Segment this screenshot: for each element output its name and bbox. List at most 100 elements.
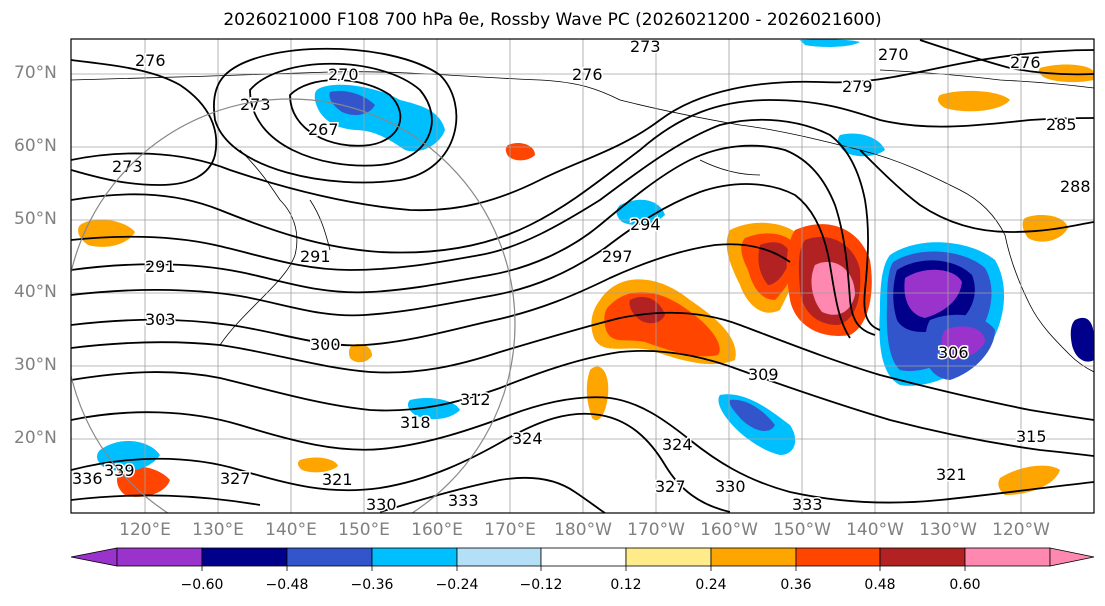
contour-label: 309 — [748, 365, 779, 384]
map-title: 2026021000 F108 700 hPa θe, Rossby Wave … — [223, 10, 882, 30]
contour-label: 291 — [145, 257, 176, 276]
colorbar-segment — [286, 547, 373, 567]
contour-label: 318 — [400, 413, 431, 432]
positive-anomaly-core — [758, 242, 790, 285]
positive-anomaly-region — [348, 344, 372, 363]
contour-label: 315 — [1016, 427, 1047, 446]
contour-label: 276 — [135, 51, 166, 70]
negative-anomaly-peak — [904, 269, 962, 318]
contour-label: 324 — [512, 429, 543, 448]
lat-label: 60°N — [14, 136, 57, 156]
contour-label: 303 — [145, 310, 176, 329]
positive-anomaly-region — [586, 366, 609, 421]
lon-label: 180°W — [554, 520, 612, 540]
colorbar-segment — [371, 547, 458, 567]
colorbar-tick-label: 0.48 — [864, 577, 896, 593]
contour-label: 270 — [878, 45, 909, 64]
lon-label: 150°W — [773, 520, 831, 540]
positive-anomaly-region — [998, 465, 1060, 495]
contour-label: 276 — [572, 65, 603, 84]
colorbar-under-triangle — [70, 547, 118, 567]
negative-anomaly-region — [97, 440, 160, 472]
contour-label: 285 — [1046, 115, 1077, 134]
colorbar-segment — [879, 547, 966, 567]
contour-label: 270 — [328, 65, 359, 84]
contour-label: 330 — [715, 477, 746, 496]
lat-label: 50°N — [14, 209, 57, 229]
contour-label: 288 — [1060, 177, 1091, 196]
contour-label: 306 — [938, 343, 969, 362]
lon-label: 130°W — [919, 520, 977, 540]
lat-label: 20°N — [14, 428, 57, 448]
lon-label: 170°W — [627, 520, 685, 540]
contour-label: 273 — [630, 37, 661, 56]
graticule — [71, 39, 1094, 513]
contour-label: 333 — [792, 495, 823, 514]
contour-label: 324 — [662, 435, 693, 454]
colorbar-tick-label: −0.12 — [519, 577, 563, 593]
lon-label: 120°W — [992, 520, 1050, 540]
positive-anomaly-region — [1022, 215, 1068, 242]
positive-anomaly-region — [1038, 64, 1094, 83]
colorbar-tick-label: −0.36 — [350, 577, 394, 593]
colorbar-segment — [625, 547, 712, 567]
theta-e-contours — [71, 39, 1094, 513]
contour-label: 291 — [300, 247, 331, 266]
negative-anomaly-region — [800, 39, 860, 47]
contour-label: 312 — [460, 390, 491, 409]
map-frame — [70, 38, 1095, 514]
colorbar-tick-label: 0.12 — [610, 577, 642, 593]
lon-label: 170°E — [484, 520, 536, 540]
contour-label: 321 — [936, 465, 967, 484]
lon-label: 130°E — [192, 520, 244, 540]
colorbar-tick-label: −0.48 — [265, 577, 309, 593]
positive-anomaly-region — [117, 466, 170, 497]
colorbar-tick-label: 0.60 — [949, 577, 981, 593]
contour-label: 300 — [310, 335, 341, 354]
negative-anomaly-region — [837, 133, 885, 157]
contour-label: 276 — [1010, 53, 1041, 72]
colorbar-tick-label: 0.36 — [780, 577, 812, 593]
lon-label: 140°E — [265, 520, 317, 540]
colorbar-tick-label: 0.24 — [695, 577, 727, 593]
lat-label: 30°N — [14, 355, 57, 375]
colorbar — [70, 547, 1095, 571]
negative-anomaly-region — [729, 399, 775, 432]
contour-label: 333 — [448, 491, 479, 510]
positive-anomaly-region — [937, 90, 1010, 112]
colorbar-tick-label: −0.24 — [435, 577, 479, 593]
contour-label: 330 — [366, 495, 397, 514]
lon-label: 150°E — [338, 520, 390, 540]
colorbar-segment — [795, 547, 881, 567]
lon-label: 120°E — [119, 520, 171, 540]
contour-label: 336 — [72, 469, 103, 488]
colorbar-tick-marks — [201, 566, 966, 571]
contour-label: 327 — [655, 477, 686, 496]
negative-anomaly-region — [616, 199, 665, 226]
contour-label: 327 — [220, 469, 251, 488]
positive-anomaly-region — [78, 219, 135, 247]
contour-label: 297 — [602, 247, 633, 266]
colorbar-segment — [540, 547, 627, 567]
negative-anomaly-peak — [941, 326, 985, 360]
colorbar-over-triangle — [1049, 547, 1095, 567]
colorbar-segment — [116, 547, 203, 567]
map-plot-area: 276 270 273 267 273 276 273 279 270 276 … — [71, 37, 1094, 514]
colorbar-segment — [456, 547, 542, 567]
analysis-circle — [71, 98, 516, 513]
contour-label: 273 — [112, 157, 143, 176]
contour-label: 294 — [630, 215, 661, 234]
lon-label: 160°W — [700, 520, 758, 540]
lon-label: 140°W — [846, 520, 904, 540]
contour-label: 321 — [322, 470, 353, 489]
contour-label: 273 — [240, 95, 271, 114]
colorbar-tick-label: −0.60 — [180, 577, 224, 593]
lon-label: 160°E — [411, 520, 463, 540]
lat-label: 40°N — [14, 282, 57, 302]
negative-anomaly-region — [1070, 317, 1094, 362]
lat-label: 70°N — [14, 63, 57, 83]
colorbar-segment — [710, 547, 797, 567]
positive-anomaly-region — [297, 457, 338, 473]
colorbar-segment — [964, 547, 1051, 567]
